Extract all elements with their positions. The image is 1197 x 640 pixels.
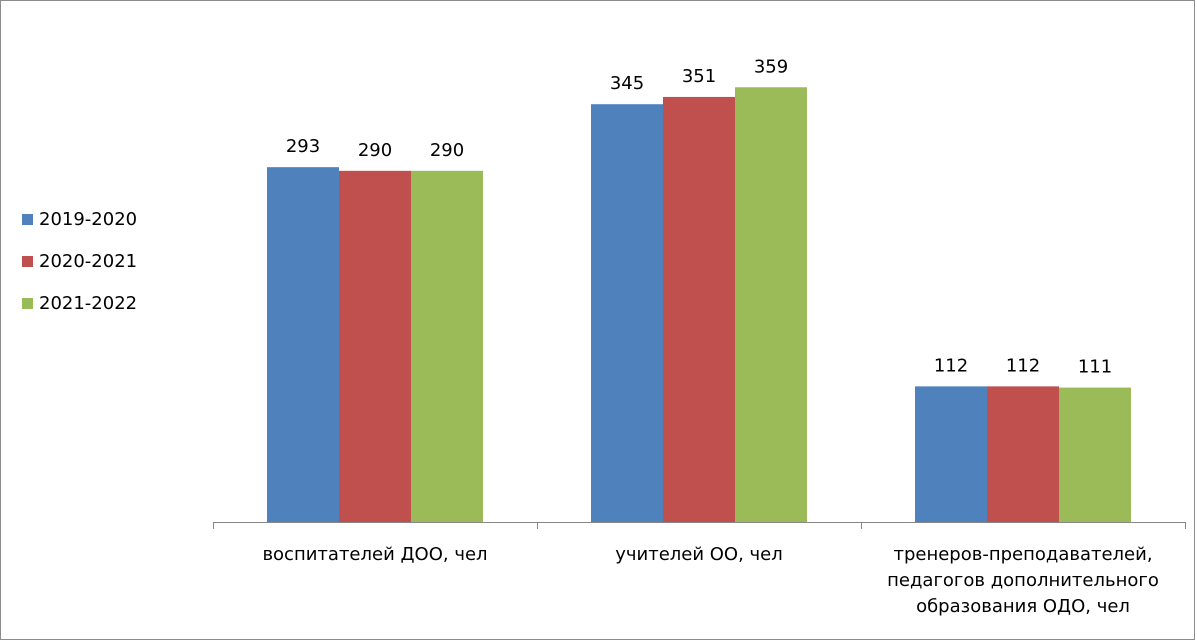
- legend-swatch-0: [22, 213, 33, 225]
- category-label-0-0: воспитателей ДОО, чел: [262, 544, 487, 565]
- legend-label-1: 2020-2021: [39, 250, 138, 272]
- bar-1-1: [663, 96, 735, 523]
- legend-label-2: 2021-2022: [39, 292, 138, 314]
- bar-0-2: [411, 170, 483, 522]
- value-label-0-1: 290: [358, 140, 392, 161]
- bars-group: [267, 87, 1131, 523]
- bar-2-1: [987, 386, 1059, 522]
- value-label-1-1: 351: [682, 66, 716, 87]
- category-labels-group: воспитателей ДОО, чел учителей ОО, чел тре…: [262, 544, 1158, 617]
- legend-label-0: 2019-2020: [39, 208, 138, 230]
- legend-swatch-1: [22, 255, 33, 267]
- bar-0-0: [267, 167, 339, 522]
- category-label-2-0: тренеров-преподавателей,: [893, 544, 1152, 565]
- bar-0-1: [339, 170, 411, 522]
- legend: 2019-2020 2020-2021 2021-2022: [22, 198, 137, 324]
- value-label-0-2: 290: [430, 140, 464, 161]
- legend-swatch-2: [22, 297, 33, 309]
- legend-item-1: 2020-2021: [22, 240, 137, 282]
- value-label-0-0: 293: [286, 136, 320, 157]
- x-axis: [213, 522, 1186, 529]
- category-label-2-2: образования ОДО, чел: [916, 596, 1130, 617]
- category-label-2-1: педагогов дополнительного: [887, 570, 1159, 591]
- bar-1-2: [735, 87, 807, 522]
- value-label-1-2: 359: [754, 56, 788, 77]
- bar-chart: 293 290 290 345 351 359 112 112 111 воспитателей…: [213, 56, 1186, 617]
- value-label-2-1: 112: [1006, 355, 1040, 376]
- value-labels-group: 293 290 290 345 351 359 112 112 111: [286, 56, 1112, 377]
- value-label-1-0: 345: [610, 73, 644, 94]
- value-label-2-2: 111: [1078, 357, 1112, 378]
- bar-2-0: [915, 386, 987, 522]
- legend-item-2: 2021-2022: [22, 282, 137, 324]
- value-label-2-0: 112: [934, 355, 968, 376]
- legend-item-0: 2019-2020: [22, 198, 137, 240]
- bar-1-0: [591, 104, 663, 522]
- category-label-1-0: учителей ОО, чел: [615, 544, 783, 565]
- bar-2-2: [1059, 387, 1131, 522]
